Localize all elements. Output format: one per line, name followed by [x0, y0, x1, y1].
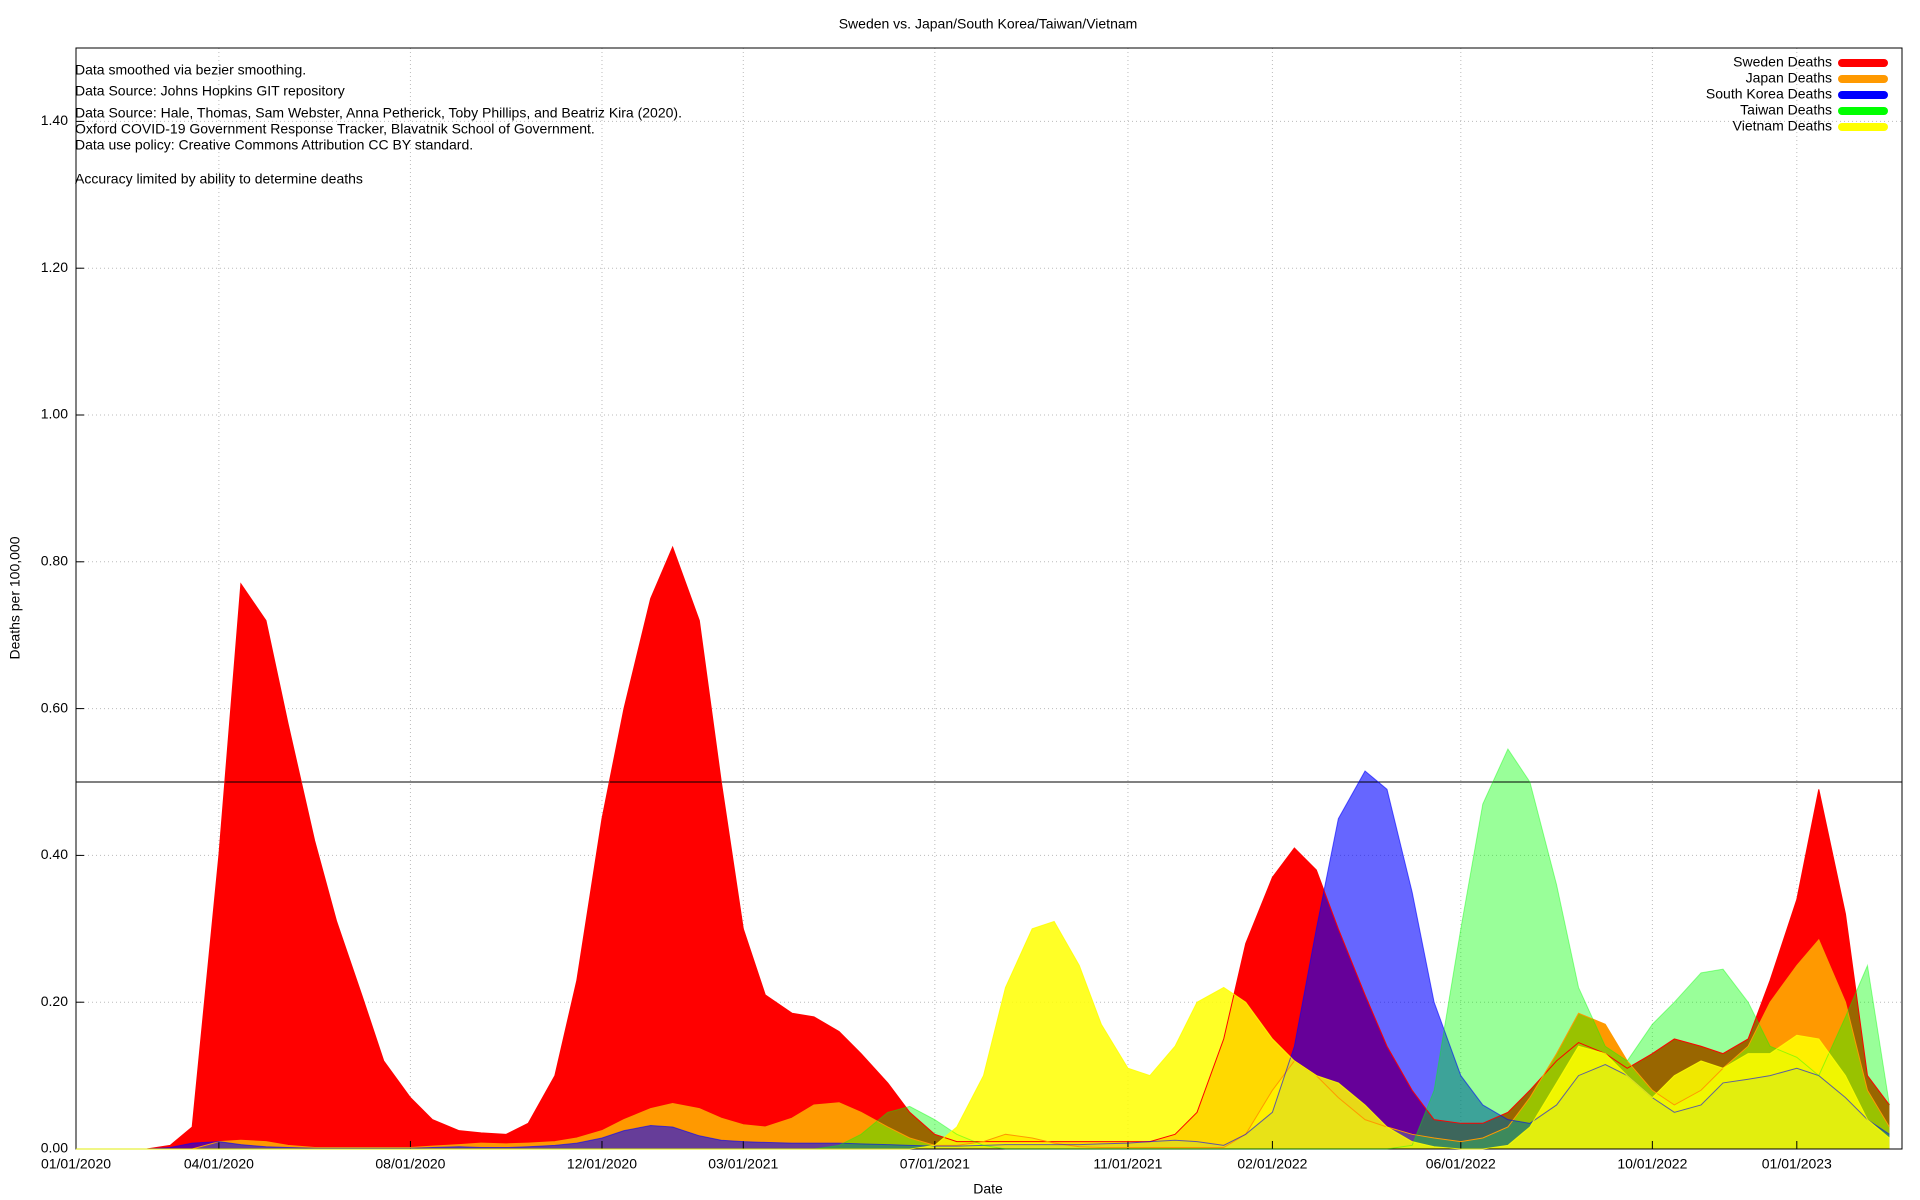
x-tick-label: 04/01/2020 [184, 1156, 254, 1172]
x-tick-label: 02/01/2022 [1237, 1156, 1307, 1172]
x-tick-label: 01/01/2023 [1762, 1156, 1832, 1172]
annotation: Accuracy limited by ability to determine… [75, 171, 363, 187]
legend-label: Sweden Deaths [1733, 54, 1832, 70]
annotation: Data use policy: Creative Commons Attrib… [75, 137, 473, 153]
legend-label: Japan Deaths [1746, 70, 1832, 86]
x-tick-label: 10/01/2022 [1617, 1156, 1687, 1172]
y-tick-label: 0.80 [41, 553, 68, 569]
x-tick-label: 08/01/2020 [375, 1156, 445, 1172]
y-tick-label: 0.00 [41, 1140, 68, 1156]
x-tick-label: 11/01/2021 [1093, 1156, 1162, 1172]
legend-label: Vietnam Deaths [1733, 118, 1832, 134]
annotation: Oxford COVID-19 Government Response Trac… [75, 121, 595, 137]
area-fill [76, 770, 1890, 1149]
legend-label: South Korea Deaths [1706, 86, 1832, 102]
y-tick-label: 0.20 [41, 993, 68, 1009]
chart-title: Sweden vs. Japan/South Korea/Taiwan/Viet… [839, 16, 1138, 32]
y-tick-label: 0.60 [41, 699, 68, 715]
x-axis-label: Date [973, 1181, 1003, 1197]
y-tick-label: 1.00 [41, 406, 68, 422]
y-tick-label: 0.40 [41, 846, 68, 862]
x-tick-label: 03/01/2021 [708, 1156, 778, 1172]
series-line [76, 938, 1890, 1150]
annotation: Data Source: Johns Hopkins GIT repositor… [75, 83, 345, 99]
series-line [76, 770, 1890, 1150]
y-tick-label: 1.40 [41, 112, 68, 128]
area-fill [76, 921, 1890, 1149]
x-tick-label: 06/01/2022 [1426, 1156, 1496, 1172]
x-tick-label: 12/01/2020 [567, 1156, 637, 1172]
x-tick-label: 01/01/2020 [41, 1156, 111, 1172]
x-tick-label: 07/01/2021 [900, 1156, 970, 1172]
y-axis-label: Deaths per 100,000 [7, 536, 23, 659]
series-line [76, 920, 1890, 1150]
plot-frame [75, 47, 1903, 1150]
plot-area [75, 48, 1902, 1150]
legend-label: Taiwan Deaths [1740, 102, 1832, 118]
annotation: Data smoothed via bezier smoothing. [75, 62, 306, 78]
y-tick-label: 1.20 [41, 259, 68, 275]
annotation: Data Source: Hale, Thomas, Sam Webster, … [75, 105, 682, 121]
